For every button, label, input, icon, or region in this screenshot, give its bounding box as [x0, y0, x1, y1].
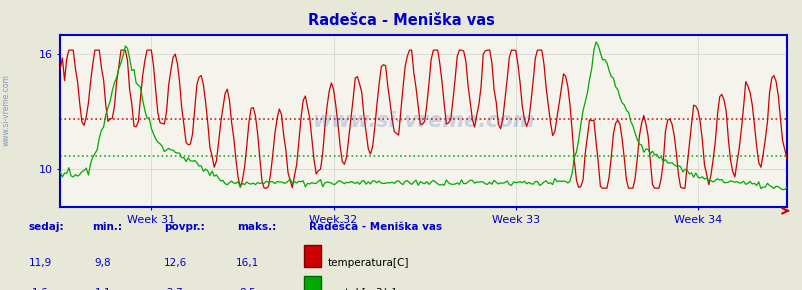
Text: 1,1: 1,1: [95, 289, 111, 290]
Text: min.:: min.:: [92, 222, 122, 232]
Text: www.si-vreme.com: www.si-vreme.com: [2, 74, 11, 146]
Text: temperatura[C]: temperatura[C]: [327, 258, 408, 268]
Text: povpr.:: povpr.:: [164, 222, 205, 232]
Text: pretok[m3/s]: pretok[m3/s]: [327, 289, 395, 290]
Text: 16,1: 16,1: [236, 258, 258, 268]
Text: 8,5: 8,5: [239, 289, 255, 290]
Text: 11,9: 11,9: [29, 258, 51, 268]
Text: www.si-vreme.com: www.si-vreme.com: [312, 111, 534, 131]
Bar: [303, 276, 321, 290]
Text: 2,7: 2,7: [167, 289, 183, 290]
Text: Radešca - Meniška vas: Radešca - Meniška vas: [309, 222, 442, 232]
Text: sedaj:: sedaj:: [28, 222, 63, 232]
Text: 9,8: 9,8: [95, 258, 111, 268]
Text: 1,6: 1,6: [32, 289, 48, 290]
Text: Radešca - Meniška vas: Radešca - Meniška vas: [308, 13, 494, 28]
Text: 12,6: 12,6: [164, 258, 186, 268]
Bar: [303, 245, 321, 267]
Text: maks.:: maks.:: [237, 222, 276, 232]
